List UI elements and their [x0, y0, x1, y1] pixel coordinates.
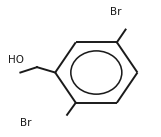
Text: Br: Br	[110, 8, 121, 18]
Text: Br: Br	[20, 118, 32, 128]
Text: HO: HO	[8, 55, 24, 65]
